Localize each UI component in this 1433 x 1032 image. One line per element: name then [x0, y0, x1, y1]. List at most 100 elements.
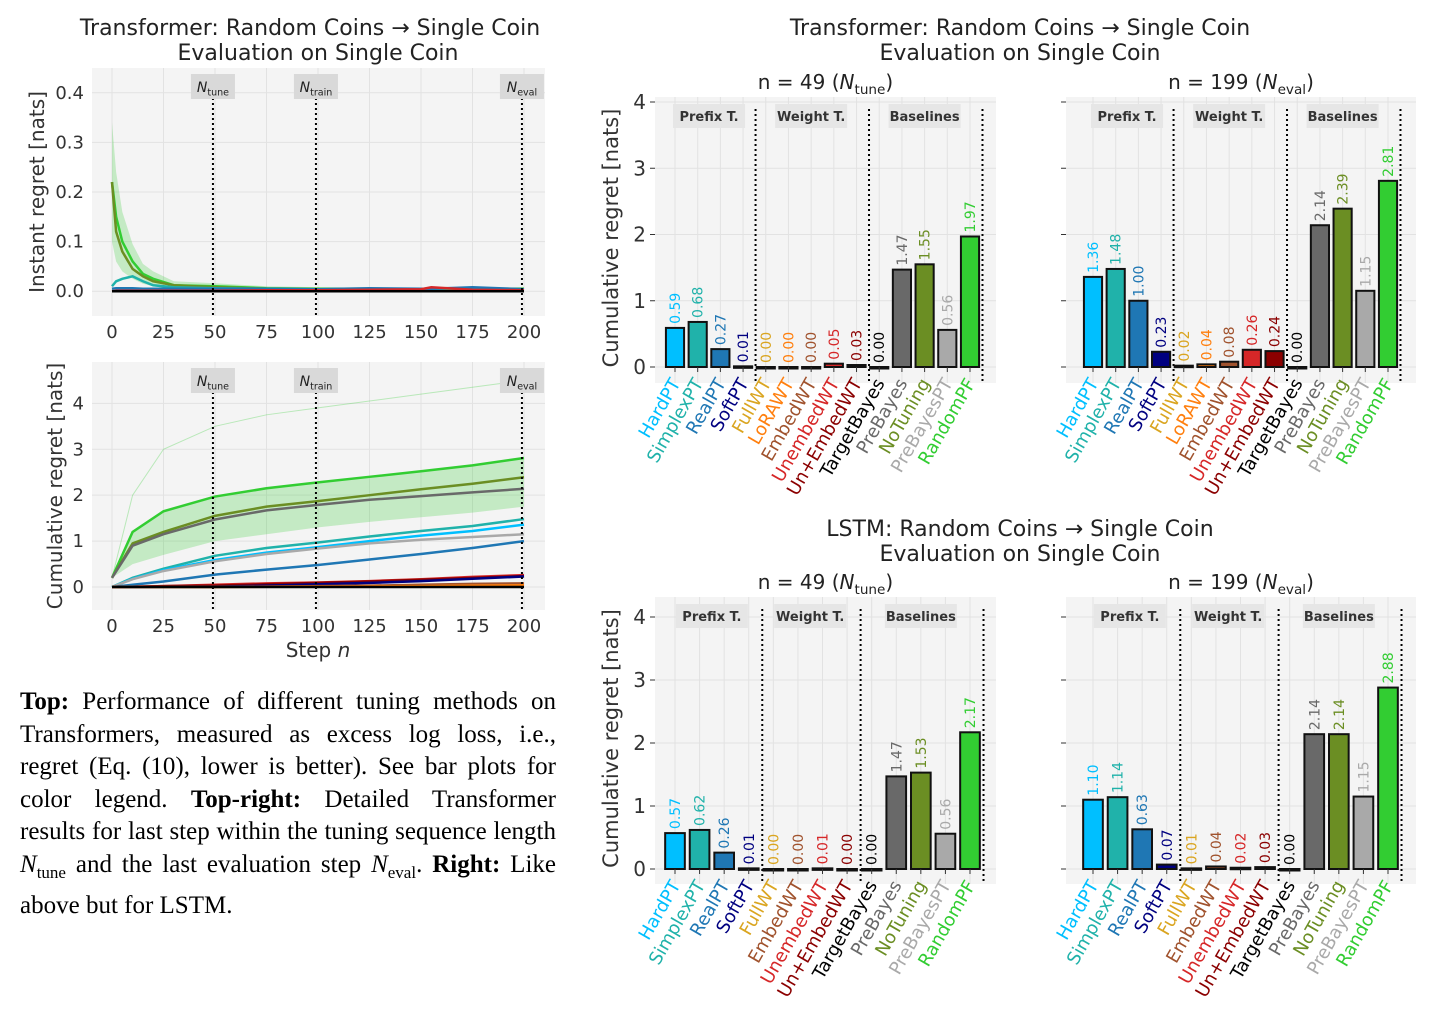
x-tick-label: 200	[507, 322, 541, 343]
caption: Top: Performance of different tuning met…	[20, 686, 556, 922]
transformer-title-line2: Evaluation on Single Coin	[880, 41, 1161, 66]
x-tick-label: 25	[152, 616, 175, 637]
caption-text: Performance of different tuning methods …	[20, 688, 556, 813]
x-tick-label: 0	[106, 322, 117, 343]
bar-SimplexPT	[688, 828, 711, 871]
bar-RandomPF	[1377, 686, 1399, 870]
label-symbol: N	[197, 80, 208, 96]
y-tick-label: 1	[73, 531, 84, 552]
marker-label: Neval	[507, 80, 537, 99]
x-tick-label: 125	[352, 322, 386, 343]
series-line-PreBayes	[110, 487, 525, 579]
bar-FullWT	[1173, 364, 1194, 369]
label-symbol: N	[197, 374, 208, 390]
bar-value-label: 1.00	[1131, 266, 1147, 297]
y-axis-label: Cumulative regret [nats]	[43, 363, 67, 609]
series-line-NoTuning	[110, 476, 525, 579]
bar-RealPT	[1128, 299, 1149, 368]
label-subscript: tune	[207, 382, 229, 393]
left-title-line1: Transformer: Random Coins → Single Coin	[79, 16, 540, 41]
y-tick-label: 4	[73, 393, 84, 414]
bar-value-label: 0.07	[1160, 829, 1176, 860]
bar-value-label: 0.68	[691, 287, 707, 318]
y-tick-label: 0.0	[55, 281, 84, 302]
marker-label-box	[499, 74, 544, 99]
label-symbol: N	[507, 374, 518, 390]
bar-value-label: 0.59	[668, 293, 684, 324]
series-line-PreBayesPT	[111, 532, 525, 589]
bar-EmbedWT	[1205, 865, 1227, 870]
bar-value-label: 2.14	[1332, 699, 1348, 730]
label-text: )	[1306, 70, 1314, 94]
caption-text: Detailed Transformer results for last st…	[20, 785, 556, 846]
y-axis-label: Instant regret [nats]	[25, 91, 49, 293]
bar-value-label: 2.39	[1336, 173, 1352, 204]
x-tick-label: 150	[404, 616, 438, 637]
bar-RealPT	[1131, 828, 1154, 870]
bar-NoTuning	[910, 771, 932, 870]
bar-value-label: 0.26	[1245, 315, 1261, 346]
x-tick-label: 175	[455, 322, 489, 343]
bar-SoftPT	[1155, 863, 1178, 871]
marker-label-box	[293, 368, 338, 393]
x-axis-label-symbol: n	[338, 638, 351, 662]
left-title-line2: Evaluation on Single Coin	[178, 41, 459, 66]
group-label-box	[884, 604, 957, 628]
series-line-RealPT	[111, 539, 525, 589]
band-RandomPF	[112, 457, 524, 578]
bar-NoTuning	[914, 263, 935, 368]
bar-PreBayesPT	[1355, 289, 1376, 368]
group-label: Baselines	[890, 110, 960, 125]
x-tick-label: 75	[255, 616, 278, 637]
group-label-box	[775, 104, 848, 128]
y-tick-label: 0.2	[55, 182, 84, 203]
label-symbol: N	[840, 570, 855, 594]
group-label-box	[675, 604, 748, 628]
bar-value-label: 0.00	[865, 834, 881, 865]
caption-bold-top: Top:	[20, 688, 70, 715]
bar-value-label: 1.47	[895, 234, 911, 265]
group-label: Baselines	[1304, 610, 1374, 625]
bar-value-label: 2.14	[1307, 699, 1323, 730]
group-label-box	[774, 604, 847, 628]
caption-symbol: N	[20, 850, 37, 878]
bar-value-label: 0.00	[1283, 834, 1299, 865]
bar-value-label: 1.15	[1356, 761, 1372, 792]
y-tick-label: 2	[73, 485, 84, 506]
bar-value-label: 0.02	[1177, 331, 1193, 362]
bar-value-label: 0.08	[1222, 327, 1238, 358]
label-text: n = 199 (	[1168, 570, 1262, 594]
bar-PreBayes	[1309, 224, 1331, 368]
group-label-box	[1093, 604, 1166, 628]
bar-value-label: 1.36	[1086, 242, 1102, 273]
lstm-title-line2: Evaluation on Single Coin	[880, 542, 1161, 567]
marker-label-box	[499, 368, 544, 393]
bar-value-label: 0.62	[693, 795, 709, 826]
label-subscript: train	[310, 88, 332, 99]
bar-UnembedWT	[823, 362, 844, 368]
marker-label-box	[190, 368, 235, 393]
line-chart-0: 0 25 50 75 100 125 150 175 200 0.0 0.1 0.2 0.3 0.4 Ins…	[25, 68, 545, 343]
y-axis-label: Cumulative regret [nats]	[599, 609, 623, 868]
bar-value-label: 1.15	[1358, 256, 1374, 287]
y-tick-label: 0	[73, 577, 84, 598]
caption-bold-top-right: Top-right:	[190, 785, 302, 813]
label-text: n = 199 (	[1168, 70, 1262, 94]
line-chart-1: 0 25 50 75 100 125 150 175 200 0 1 2 3 4 Cumulative re…	[43, 362, 545, 662]
x-tick-label: 100	[301, 616, 335, 637]
label-symbol: N	[300, 80, 311, 96]
marker-label: Ntune	[197, 80, 229, 99]
x-tick-label: 50	[204, 322, 227, 343]
group-label: Weight T.	[777, 110, 845, 125]
series-line-RandomPF	[110, 456, 525, 579]
x-tick-label: 175	[455, 616, 489, 637]
x-tick-label: 25	[152, 322, 175, 343]
x-tick-label: 125	[352, 616, 386, 637]
bar-PreBayes	[1303, 733, 1326, 870]
y-tick-label: 1	[633, 289, 646, 313]
bar-PreBayesPT	[934, 832, 957, 870]
bar-value-label: 0.00	[872, 332, 888, 363]
bar-Un+EmbedWT	[1254, 866, 1276, 870]
caption-subscript: eval	[387, 862, 417, 882]
